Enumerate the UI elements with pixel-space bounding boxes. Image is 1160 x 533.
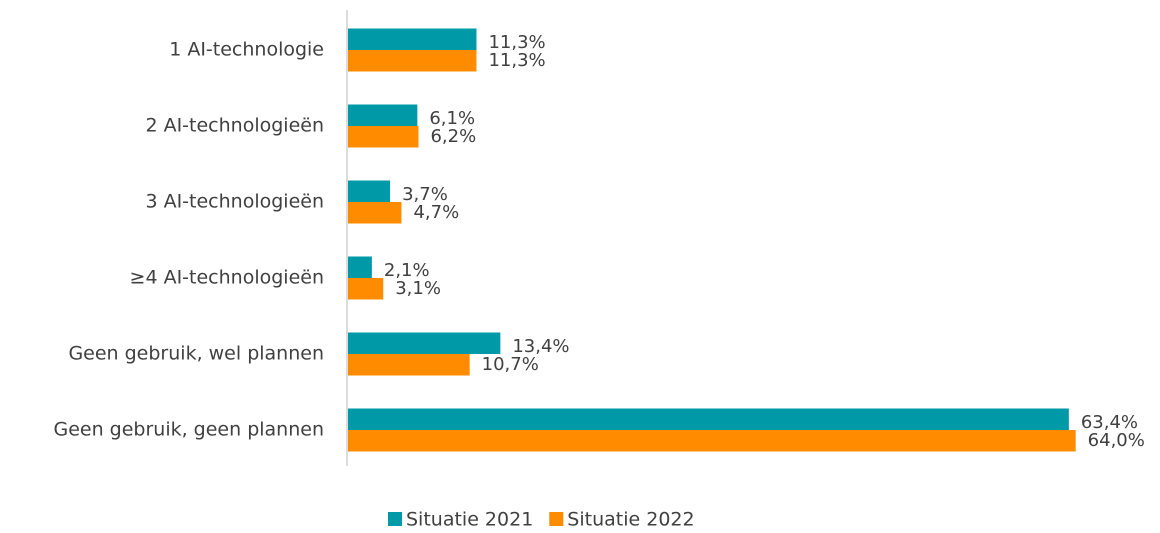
y-tick-label: Geen gebruik, wel plannen xyxy=(68,343,324,365)
bar xyxy=(348,408,1069,430)
bar xyxy=(348,278,384,300)
value-label: 3,7% xyxy=(402,184,448,205)
bar xyxy=(348,256,372,278)
legend-swatch xyxy=(388,512,402,526)
bar xyxy=(348,332,501,354)
value-label: 13,4% xyxy=(512,336,569,357)
y-tick-label: 1 AI-technologie xyxy=(169,39,324,61)
bar xyxy=(348,180,391,202)
value-label: 11,3% xyxy=(488,50,545,71)
bar xyxy=(348,202,402,224)
y-tick-label: 3 AI-technologieën xyxy=(145,191,324,213)
value-label: 6,1% xyxy=(429,108,475,129)
legend-label: Situatie 2022 xyxy=(567,509,694,531)
value-label: 3,1% xyxy=(395,278,441,299)
y-tick-label: 2 AI-technologieën xyxy=(145,115,324,137)
bar xyxy=(348,126,419,148)
value-label: 63,4% xyxy=(1081,412,1138,433)
bar xyxy=(348,28,477,50)
bar xyxy=(348,430,1076,452)
legend-label: Situatie 2021 xyxy=(406,509,533,531)
y-tick-label: Geen gebruik, geen plannen xyxy=(53,419,324,441)
bar xyxy=(348,50,477,72)
bar xyxy=(348,104,418,126)
y-tick-label: ≥4 AI-technologieën xyxy=(130,267,324,289)
value-label: 10,7% xyxy=(482,354,539,375)
value-label: 6,2% xyxy=(430,126,476,147)
bar xyxy=(348,354,470,376)
value-label: 2,1% xyxy=(384,260,430,281)
value-label: 11,3% xyxy=(488,32,545,53)
legend-swatch xyxy=(549,512,564,526)
value-label: 64,0% xyxy=(1088,430,1145,451)
value-label: 4,7% xyxy=(413,202,459,223)
